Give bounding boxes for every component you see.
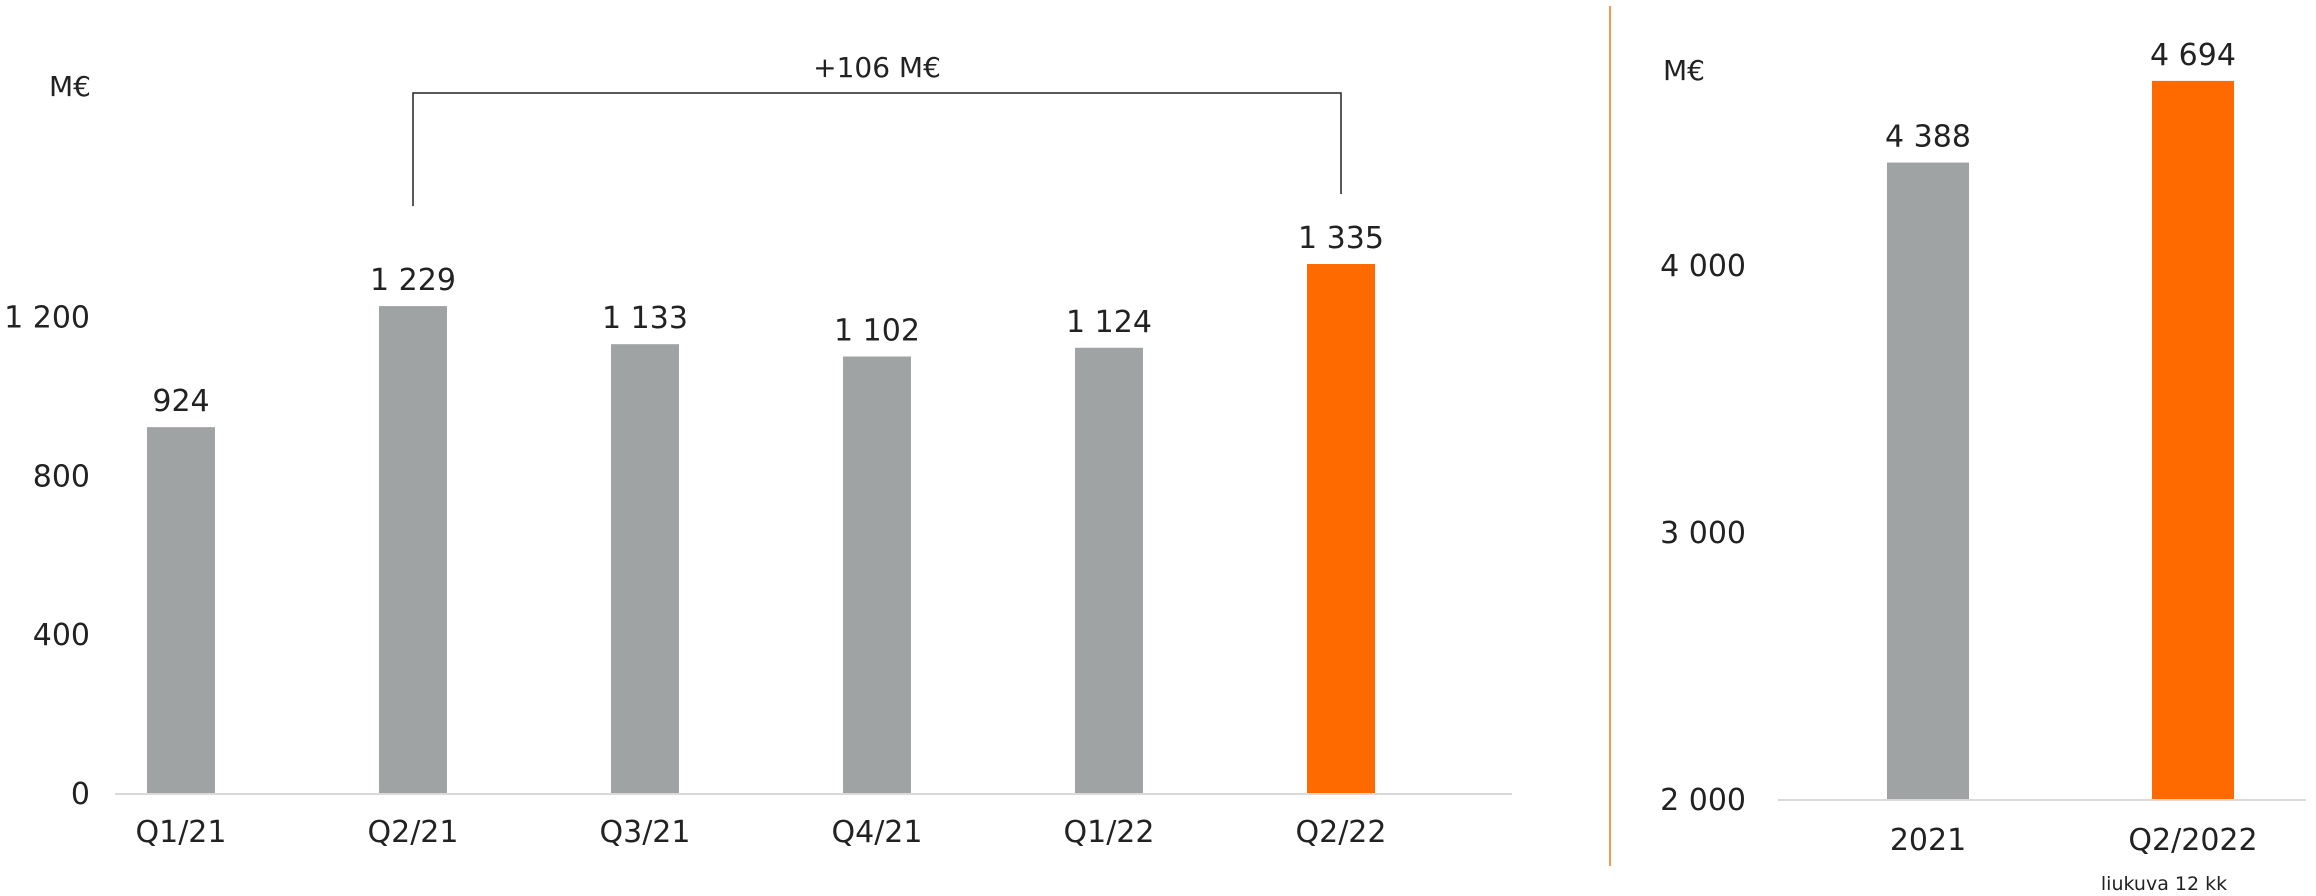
left-y-axis: 0 400 800 1 200 — [4, 301, 90, 812]
bar-q1-21 — [147, 427, 215, 794]
right-x-axis-labels: 2021 Q2/2022 — [1890, 823, 2258, 858]
right-unit-label: M€ — [1663, 54, 1705, 87]
quarterly-chart: M€ 0 400 800 1 200 924 1 229 1 133 1 102 1 124 1… — [4, 51, 1512, 850]
left-value-labels: 924 1 229 1 133 1 102 1 124 1 335 — [152, 221, 1384, 419]
left-y-tick-label: 0 — [71, 777, 90, 812]
right-bars — [1887, 80, 2234, 801]
left-bars — [147, 264, 1375, 794]
x-tick-label: Q3/21 — [600, 815, 691, 850]
bar-q3-21 — [611, 344, 679, 794]
left-unit-label: M€ — [49, 70, 91, 103]
right-y-tick-label: 3 000 — [1660, 516, 1746, 551]
x-tick-label: 2021 — [1890, 823, 1966, 858]
bar-2021 — [1887, 162, 1969, 800]
bar-q2-2022 — [2152, 80, 2234, 801]
bar-q1-22 — [1075, 347, 1143, 794]
annual-chart: M€ 2 000 3 000 4 000 4 388 4 694 2021 Q2/202… — [1660, 38, 2306, 895]
bar-value-label: 1 124 — [1066, 305, 1152, 340]
left-x-axis-labels: Q1/21 Q2/21 Q3/21 Q4/21 Q1/22 Q2/22 — [136, 815, 1387, 850]
bar-value-label: 4 388 — [1885, 120, 1971, 155]
change-annotation: +106 M€ — [813, 51, 941, 84]
bar-value-label: 1 335 — [1298, 221, 1384, 256]
left-y-tick-label: 800 — [33, 459, 90, 494]
bar-value-label: 1 133 — [602, 301, 688, 336]
change-bracket — [412, 92, 1342, 207]
bar-q2-22 — [1307, 264, 1375, 794]
right-y-axis: 2 000 3 000 4 000 — [1660, 249, 1746, 818]
bar-value-label: 1 229 — [370, 263, 456, 298]
right-y-tick-label: 2 000 — [1660, 783, 1746, 818]
x-tick-label: Q1/21 — [136, 815, 227, 850]
right-value-labels: 4 388 4 694 — [1885, 38, 2236, 155]
bar-value-label: 924 — [152, 384, 209, 419]
bar-value-label: 1 102 — [834, 314, 920, 349]
x-tick-label: Q2/2022 — [2128, 823, 2257, 858]
x-tick-label: Q2/22 — [1296, 815, 1387, 850]
right-y-tick-label: 4 000 — [1660, 249, 1746, 284]
x-tick-label: Q2/21 — [368, 815, 459, 850]
bar-q2-21 — [379, 306, 447, 794]
x-tick-label: Q4/21 — [832, 815, 923, 850]
left-y-tick-label: 1 200 — [4, 301, 90, 336]
x-tick-label: Q1/22 — [1064, 815, 1155, 850]
right-footnote: liukuva 12 kk — [2101, 873, 2227, 895]
left-y-tick-label: 400 — [33, 618, 90, 653]
bar-value-label: 4 694 — [2150, 38, 2236, 73]
bar-q4-21 — [843, 356, 911, 794]
